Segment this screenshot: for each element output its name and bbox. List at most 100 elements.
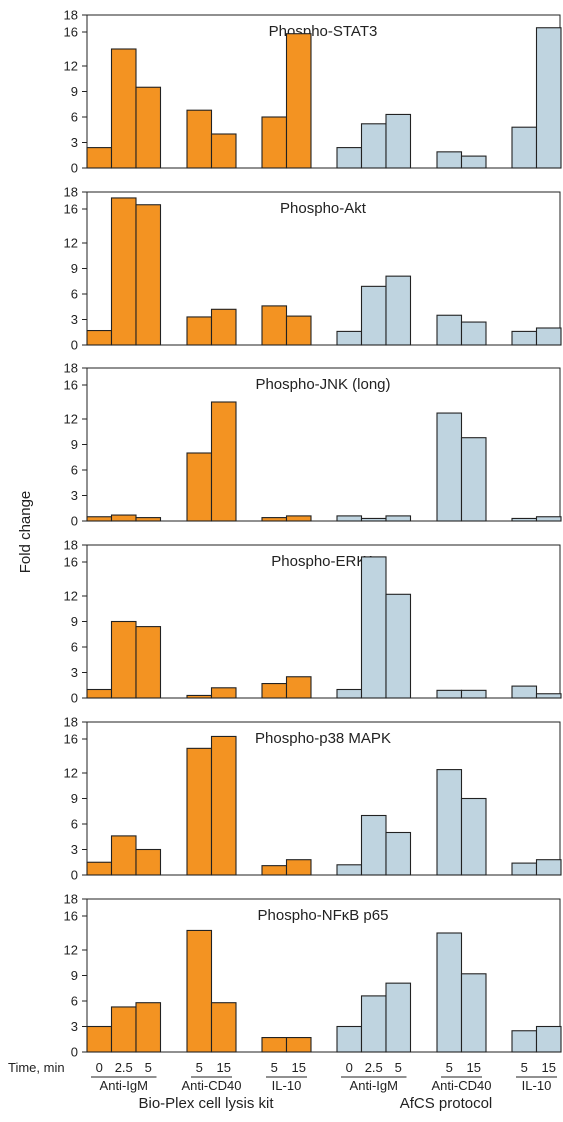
y-tick-label: 16 [64, 732, 78, 747]
y-tick-label: 6 [71, 463, 78, 478]
group-label: IL-10 [522, 1078, 552, 1093]
bar [285, 859, 312, 876]
chart-panel: 0 3 6 9 12 16 18 Phospho-Akt [64, 185, 562, 353]
bar [110, 48, 137, 169]
y-tick-label: 0 [71, 868, 78, 883]
bar [385, 831, 412, 876]
y-tick-label: 3 [71, 665, 78, 680]
bar [535, 327, 562, 346]
y-tick-label: 9 [71, 84, 78, 99]
time-tick-label: 15 [467, 1060, 481, 1075]
bar [511, 330, 538, 346]
bar [261, 305, 288, 346]
time-tick-label: 2.5 [115, 1060, 133, 1075]
bar [110, 620, 137, 699]
bar [460, 155, 487, 169]
group-label: Anti-CD40 [432, 1078, 492, 1093]
y-tick-label: 16 [64, 202, 78, 217]
bar [535, 27, 562, 169]
bar [135, 1002, 162, 1053]
y-tick-label: 3 [71, 135, 78, 150]
bar [261, 682, 288, 699]
bar [336, 1025, 363, 1053]
bar [336, 515, 363, 522]
bar [261, 865, 288, 876]
y-tick-label: 3 [71, 312, 78, 327]
bar [86, 861, 113, 876]
x-axis: 0 2.5 5 Anti-IgM 5 15 Anti-CD40 5 15 IL-10 0 2.5 5 An… [91, 1060, 557, 1093]
y-tick-label: 0 [71, 691, 78, 706]
time-tick-label: 5 [446, 1060, 453, 1075]
y-tick-label: 3 [71, 488, 78, 503]
y-tick-label: 18 [64, 892, 78, 907]
bar [511, 126, 538, 169]
bar [210, 308, 237, 346]
y-tick-label: 12 [64, 766, 78, 781]
time-label: Time, min [8, 1060, 65, 1075]
chart-panel: 0 3 6 9 12 16 18 Phospho-p38 MAPK [64, 715, 562, 883]
bar [110, 1006, 137, 1053]
bar [135, 626, 162, 699]
protocol-label-bioplex: Bio-Plex cell lysis kit [138, 1095, 274, 1112]
panel-title: Phospho-ERK1 [271, 553, 374, 570]
bar [210, 1002, 237, 1053]
y-tick-label: 9 [71, 437, 78, 452]
bar [535, 516, 562, 522]
time-tick-label: 15 [542, 1060, 556, 1075]
bar [535, 693, 562, 699]
bar [360, 517, 387, 522]
bar [186, 316, 213, 346]
bar [360, 995, 387, 1053]
bar [210, 133, 237, 169]
panel-title: Phospho-p38 MAPK [255, 730, 391, 747]
time-tick-label: 2.5 [365, 1060, 383, 1075]
bar [135, 204, 162, 346]
bar [360, 814, 387, 876]
panel-title: Phospho-STAT3 [269, 23, 378, 40]
group-label: Anti-CD40 [182, 1078, 242, 1093]
bar [285, 515, 312, 522]
bar [210, 687, 237, 699]
y-tick-label: 0 [71, 338, 78, 353]
y-axis-label: Fold change [17, 491, 34, 574]
bar [436, 689, 463, 699]
bar [460, 973, 487, 1053]
bar [336, 864, 363, 876]
time-tick-label: 5 [196, 1060, 203, 1075]
y-tick-label: 18 [64, 715, 78, 730]
bar [86, 329, 113, 346]
time-tick-label: 5 [395, 1060, 402, 1075]
bar [436, 412, 463, 522]
y-tick-label: 18 [64, 361, 78, 376]
bar [261, 1037, 288, 1053]
y-tick-label: 16 [64, 378, 78, 393]
bar [285, 315, 312, 346]
bar [110, 514, 137, 522]
bar [460, 689, 487, 699]
bar [360, 123, 387, 169]
bar [436, 769, 463, 876]
y-tick-label: 16 [64, 909, 78, 924]
panel-title: Phospho-JNK (long) [255, 376, 390, 393]
bar [285, 33, 312, 169]
y-tick-label: 6 [71, 640, 78, 655]
bar [86, 516, 113, 522]
bar [110, 835, 137, 876]
bar [86, 147, 113, 169]
y-tick-label: 6 [71, 817, 78, 832]
bar [285, 1037, 312, 1053]
bar [285, 676, 312, 699]
bar [336, 688, 363, 699]
bar [511, 862, 538, 876]
y-tick-label: 9 [71, 968, 78, 983]
group-label: Anti-IgM [350, 1078, 398, 1093]
bar [261, 116, 288, 169]
group-label: IL-10 [272, 1078, 302, 1093]
y-tick-label: 12 [64, 236, 78, 251]
chart-panel: 0 3 6 9 12 16 18 Phospho-NFκB p65 [64, 892, 562, 1060]
bar [385, 982, 412, 1053]
y-tick-label: 0 [71, 161, 78, 176]
y-tick-label: 9 [71, 261, 78, 276]
bar [135, 517, 162, 522]
